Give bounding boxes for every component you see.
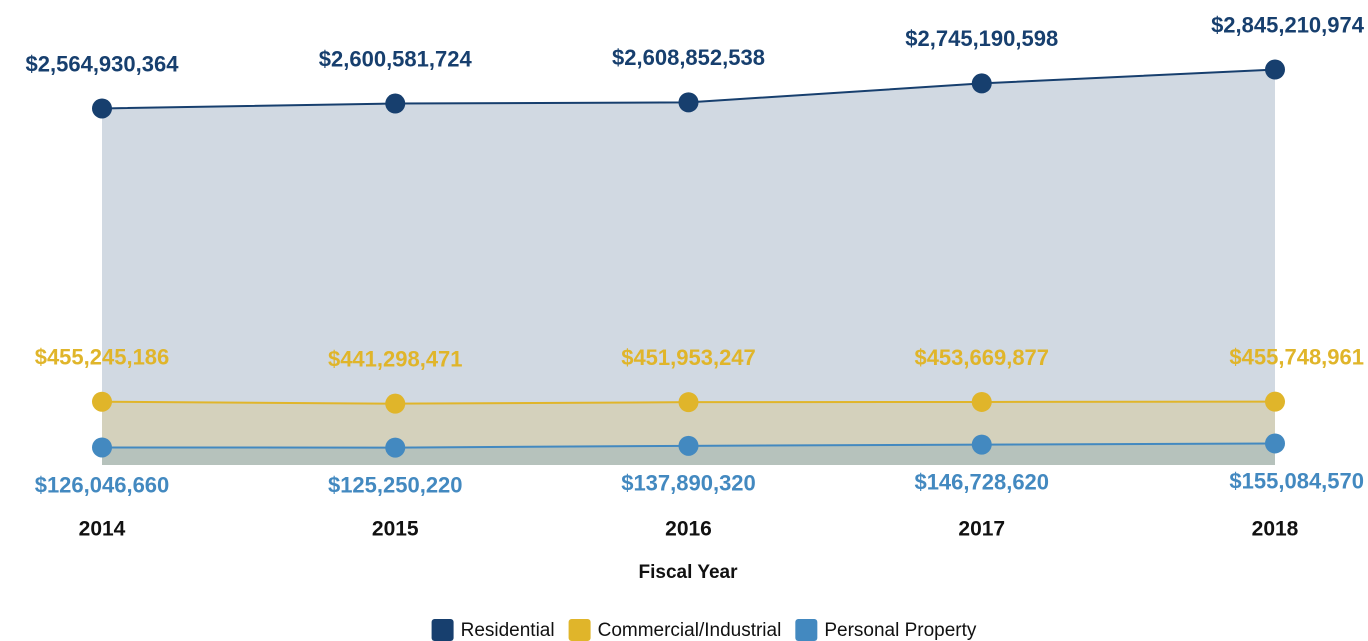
- value-label: $2,745,190,598: [905, 26, 1058, 51]
- point: [1265, 433, 1285, 454]
- x-tick-label: 2017: [958, 518, 1005, 541]
- value-label: $451,953,247: [621, 345, 756, 370]
- legend-label: Residential: [461, 620, 555, 641]
- area: [102, 69, 1275, 465]
- value-label: $137,890,320: [621, 471, 756, 496]
- point: [92, 98, 112, 119]
- value-label: $146,728,620: [914, 469, 1049, 494]
- value-label: $441,298,471: [328, 346, 463, 371]
- value-label: $453,669,877: [914, 345, 1049, 370]
- value-label: $2,564,930,364: [26, 51, 180, 76]
- value-label: $155,084,570: [1229, 468, 1364, 493]
- legend-swatch: [795, 619, 818, 641]
- x-tick-label: 2018: [1252, 518, 1299, 541]
- value-label: $455,245,186: [35, 345, 170, 370]
- value-label: $2,845,210,974: [1211, 12, 1365, 37]
- point: [678, 392, 699, 413]
- legend-swatch: [568, 619, 591, 641]
- point: [92, 391, 112, 412]
- x-tick-label: 2016: [665, 518, 712, 541]
- point: [385, 437, 406, 458]
- value-label: $455,748,961: [1229, 344, 1364, 369]
- point: [92, 437, 112, 458]
- value-label: $2,600,581,724: [319, 46, 473, 71]
- x-axis-title: Fiscal Year: [639, 562, 739, 583]
- legend: Residential Commercial/Industrial Personal…: [431, 619, 977, 641]
- value-label: $125,250,220: [328, 472, 463, 497]
- point: [678, 92, 699, 113]
- legend-swatch: [431, 619, 454, 641]
- point: [971, 434, 992, 455]
- legend-label: Personal Property: [824, 620, 977, 641]
- point: [1265, 391, 1285, 412]
- point: [971, 391, 992, 412]
- legend-label: Commercial/Industrial: [598, 620, 782, 641]
- value-label: $126,046,660: [35, 472, 170, 497]
- point: [385, 93, 406, 114]
- x-tick-label: 2015: [372, 518, 419, 541]
- point: [678, 435, 699, 456]
- point: [1265, 59, 1285, 80]
- point: [385, 393, 406, 414]
- value-label: $2,608,852,538: [612, 45, 765, 70]
- point: [971, 73, 992, 94]
- x-tick-label: 2014: [79, 518, 126, 541]
